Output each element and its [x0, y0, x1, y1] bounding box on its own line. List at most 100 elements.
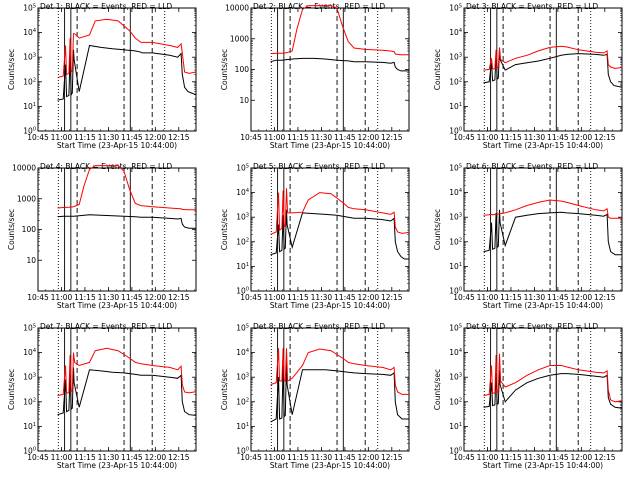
x-tick-label: 11:30 [311, 133, 333, 142]
series-events-line [483, 49, 623, 88]
x-tick-label: 11:00 [477, 453, 499, 462]
x-axis-label: Start Time (23-Apr-15 10:44:00) [483, 461, 603, 470]
y-tick-label: 102 [449, 397, 462, 406]
y-tick-label: 102 [236, 397, 249, 406]
y-tick-label: 100 [236, 447, 249, 456]
x-tick-label: 11:45 [121, 453, 143, 462]
panel-det-5: Det 5: BLACK = Events, RED = LLD 100 101 10… [220, 162, 410, 310]
chart-title: Det 3: BLACK = Events, RED = LLD [466, 2, 598, 11]
x-tick-label: 12:00 [358, 293, 380, 302]
y-tick-label: 101 [449, 262, 462, 271]
y-tick-label: 103 [449, 213, 462, 222]
x-tick-label: 11:30 [98, 133, 120, 142]
x-tick-label: 11:15 [500, 133, 522, 142]
plot-frame [250, 167, 410, 292]
series-lld-line [57, 347, 197, 396]
x-tick-label: 12:15 [381, 293, 403, 302]
y-tick-label: 103 [449, 53, 462, 62]
y-tick-label: 103 [449, 373, 462, 382]
series-lld-line [270, 348, 409, 395]
plot-frame [37, 167, 197, 292]
plot-frame [250, 7, 410, 132]
y-tick-label: 101 [23, 422, 36, 431]
y-tick-label: 102 [236, 237, 249, 246]
y-tick-label: 104 [449, 188, 462, 197]
y-axis-label: Counts/sec [220, 369, 229, 410]
panel-det-6: Det 6: BLACK = Events, RED = LLD 100 101 10… [433, 162, 623, 310]
y-tick-label: 101 [236, 262, 249, 271]
panel-det-8: Det 8: BLACK = Events, RED = LLD 100 101 10… [220, 322, 410, 470]
y-tick-label: 104 [449, 348, 462, 357]
y-tick-label: 100 [23, 447, 36, 456]
x-tick-label: 12:00 [358, 453, 380, 462]
series-lld-line [270, 5, 409, 56]
x-tick-label: 12:00 [571, 133, 593, 142]
chart-title: Det 5: BLACK = Events, RED = LLD [253, 162, 385, 171]
chart-title: Det 7: BLACK = Events, RED = LLD [40, 322, 172, 331]
x-tick-label: 12:00 [571, 453, 593, 462]
x-tick-label: 11:30 [311, 453, 333, 462]
y-tick-label: 100 [236, 287, 249, 296]
plot-frame [37, 327, 197, 452]
x-tick-label: 12:15 [594, 293, 616, 302]
series-events-line [57, 367, 197, 416]
x-tick-label: 10:45 [27, 133, 49, 142]
y-tick-label: 10 [239, 96, 249, 105]
x-tick-label: 11:00 [51, 133, 73, 142]
y-tick-label: 101 [236, 422, 249, 431]
y-tick-label: 104 [236, 188, 249, 197]
y-tick-label: 102 [449, 237, 462, 246]
plot-frame [463, 327, 623, 452]
x-tick-label: 11:15 [74, 293, 96, 302]
x-axis-label: Start Time (23-Apr-15 10:44:00) [483, 301, 603, 310]
y-axis-label: Counts/sec [220, 49, 229, 90]
x-axis-label: Start Time (23-Apr-15 10:44:00) [57, 461, 177, 470]
x-tick-label: 10:45 [453, 293, 475, 302]
x-tick-label: 12:00 [358, 133, 380, 142]
series-lld-line [483, 45, 623, 71]
x-tick-label: 11:15 [500, 293, 522, 302]
x-tick-label: 12:00 [571, 293, 593, 302]
x-axis-label: Start Time (23-Apr-15 10:44:00) [483, 141, 603, 150]
y-tick-label: 100 [23, 127, 36, 136]
y-axis-label: Counts/sec [7, 369, 16, 410]
y-tick-label: 101 [449, 422, 462, 431]
x-tick-label: 10:45 [453, 453, 475, 462]
y-tick-label: 104 [236, 348, 249, 357]
x-tick-label: 11:00 [477, 133, 499, 142]
y-tick-label: 1000 [17, 194, 36, 203]
plot-frame [250, 327, 410, 452]
plot-frame [463, 167, 623, 292]
x-axis-label: Start Time (23-Apr-15 10:44:00) [270, 461, 390, 470]
x-tick-label: 11:45 [334, 133, 356, 142]
series-lld-line [57, 18, 197, 78]
chart-title: Det 4: BLACK = Events, RED = LLD [40, 162, 172, 171]
chart-title: Det 9: BLACK = Events, RED = LLD [466, 322, 598, 331]
y-tick-label: 105 [449, 4, 462, 13]
y-tick-label: 102 [449, 77, 462, 86]
y-tick-label: 100 [449, 447, 462, 456]
series-lld-line [57, 165, 196, 211]
x-tick-label: 11:00 [264, 293, 286, 302]
x-tick-label: 11:30 [524, 453, 546, 462]
x-tick-label: 11:15 [74, 133, 96, 142]
x-tick-label: 11:45 [547, 293, 569, 302]
y-tick-label: 105 [236, 164, 249, 173]
y-axis-label: Counts/sec [7, 49, 16, 90]
x-tick-label: 11:45 [121, 293, 143, 302]
x-axis-label: Start Time (23-Apr-15 10:44:00) [57, 141, 177, 150]
chart-title: Det 2: BLACK = Events, RED = LLD [253, 2, 385, 11]
y-tick-label: 104 [23, 28, 36, 37]
panel-det-7: Det 7: BLACK = Events, RED = LLD 100 101 10… [7, 322, 197, 470]
x-tick-label: 11:30 [98, 293, 120, 302]
x-tick-label: 11:30 [98, 453, 120, 462]
x-tick-label: 11:15 [287, 293, 309, 302]
x-tick-label: 11:45 [547, 453, 569, 462]
x-tick-label: 10:45 [240, 133, 262, 142]
y-axis-label: Counts/sec [433, 49, 442, 90]
x-axis-label: Start Time (23-Apr-15 10:44:00) [57, 301, 177, 310]
x-tick-label: 11:15 [287, 453, 309, 462]
x-tick-label: 11:45 [121, 133, 143, 142]
panel-det-9: Det 9: BLACK = Events, RED = LLD 100 101 10… [433, 322, 623, 470]
y-axis-label: Counts/sec [7, 209, 16, 250]
